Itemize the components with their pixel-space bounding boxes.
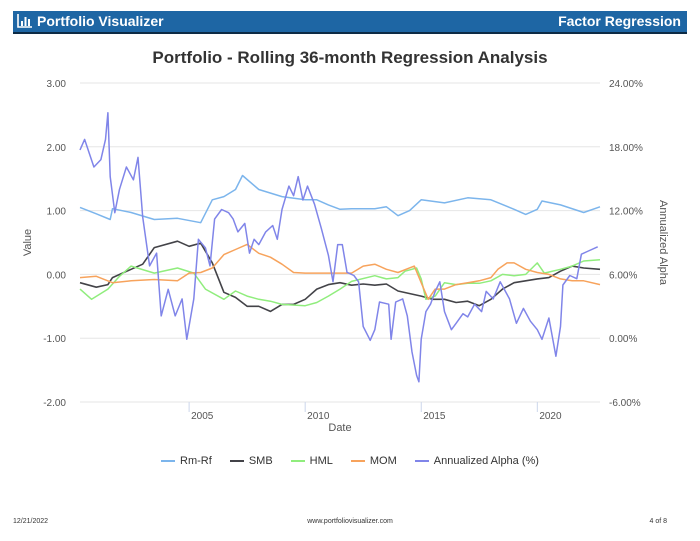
y2-tick-label: -6.00% <box>609 398 641 409</box>
legend-swatch <box>161 460 176 462</box>
y2-tick-label: 6.00% <box>609 270 637 281</box>
brand[interactable]: Portfolio Visualizer <box>17 13 164 29</box>
legend-item[interactable]: Rm-Rf <box>161 455 212 467</box>
legend-item[interactable]: SMB <box>229 455 273 467</box>
footer-page: 4 of 8 <box>649 518 667 525</box>
legend-item[interactable]: Annualized Alpha (%) <box>414 455 539 467</box>
legend-item[interactable]: HML <box>290 455 333 467</box>
report-header: Portfolio Visualizer Factor Regression <box>13 11 687 34</box>
y-tick-label: 1.00 <box>47 207 67 218</box>
x-tick-label: 2015 <box>423 411 446 422</box>
x-tick-label: 2005 <box>191 411 214 422</box>
x-tick-label: 2010 <box>307 411 330 422</box>
series-line-rm-rf <box>79 174 601 224</box>
legend-item[interactable]: MOM <box>350 455 397 467</box>
line-chart: 3.00 24.00% 2.00 18.00% 1.00 12.00% 0.00 6.00% -… <box>22 79 669 434</box>
y2-tick-label: 24.00% <box>609 79 643 90</box>
series-line-mom <box>79 243 601 301</box>
y2-axis-title: Annualized Alpha <box>657 200 669 286</box>
x-tick-label: 2020 <box>539 411 562 422</box>
chart-legend: Rm-Rf SMB HML MOM Annualized Alpha (%) <box>0 455 700 467</box>
footer-date: 12/21/2022 <box>13 518 49 525</box>
report-type: Factor Regression <box>558 13 681 29</box>
y-axis-title: Value <box>22 229 34 256</box>
chart-title: Portfolio - Rolling 36-month Regression … <box>152 48 548 67</box>
legend-swatch <box>229 460 244 462</box>
legend-swatch <box>414 460 429 462</box>
y-tick-label: -1.00 <box>43 334 66 345</box>
bar-chart-icon <box>17 14 32 28</box>
legend-swatch <box>350 460 365 462</box>
y-tick-label: 3.00 <box>47 79 67 90</box>
y-tick-label: 0.00 <box>47 270 67 281</box>
brand-name: Portfolio Visualizer <box>37 13 164 29</box>
series-line-annualized-alpha <box>79 112 599 383</box>
y2-tick-label: 18.00% <box>609 143 643 154</box>
legend-label: Annualized Alpha (%) <box>433 455 539 467</box>
x-axis-title: Date <box>328 422 351 434</box>
legend-swatch <box>290 460 305 462</box>
y2-tick-label: 12.00% <box>609 207 643 218</box>
footer-url: www.portfoliovisualizer.com <box>307 518 393 525</box>
legend-label: SMB <box>248 455 273 467</box>
y2-tick-label: 0.00% <box>609 334 637 345</box>
legend-label: Rm-Rf <box>180 455 212 467</box>
series-line-smb <box>79 240 601 313</box>
legend-label: MOM <box>369 455 397 467</box>
legend-label: HML <box>309 455 333 467</box>
y-tick-label: -2.00 <box>43 398 66 409</box>
y-tick-label: 2.00 <box>47 143 67 154</box>
